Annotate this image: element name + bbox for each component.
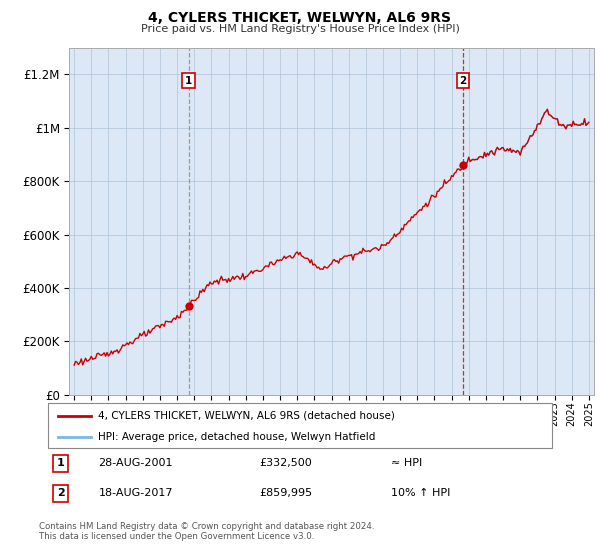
Text: HPI: Average price, detached house, Welwyn Hatfield: HPI: Average price, detached house, Welw… [98, 432, 376, 442]
Text: This data is licensed under the Open Government Licence v3.0.: This data is licensed under the Open Gov… [39, 532, 314, 541]
Text: 4, CYLERS THICKET, WELWYN, AL6 9RS (detached house): 4, CYLERS THICKET, WELWYN, AL6 9RS (deta… [98, 410, 395, 421]
Text: 2: 2 [57, 488, 64, 498]
Text: 4, CYLERS THICKET, WELWYN, AL6 9RS: 4, CYLERS THICKET, WELWYN, AL6 9RS [149, 11, 452, 25]
Text: 1: 1 [57, 458, 64, 468]
Text: Contains HM Land Registry data © Crown copyright and database right 2024.: Contains HM Land Registry data © Crown c… [39, 522, 374, 531]
Text: Price paid vs. HM Land Registry's House Price Index (HPI): Price paid vs. HM Land Registry's House … [140, 24, 460, 34]
Text: 10% ↑ HPI: 10% ↑ HPI [391, 488, 450, 498]
Text: ≈ HPI: ≈ HPI [391, 458, 422, 468]
Text: £859,995: £859,995 [260, 488, 313, 498]
FancyBboxPatch shape [48, 403, 552, 448]
Text: £332,500: £332,500 [260, 458, 313, 468]
Text: 28-AUG-2001: 28-AUG-2001 [98, 458, 173, 468]
Text: 2: 2 [460, 76, 467, 86]
Text: 18-AUG-2017: 18-AUG-2017 [98, 488, 173, 498]
Text: 1: 1 [185, 76, 192, 86]
